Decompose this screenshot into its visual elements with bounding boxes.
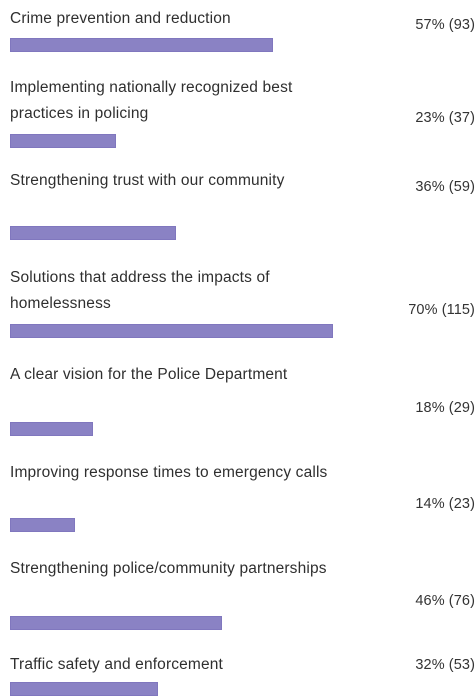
item-bar xyxy=(10,518,75,532)
item-bar xyxy=(10,422,93,436)
item-bar xyxy=(10,324,333,338)
item-value: 23% (37) xyxy=(415,110,475,126)
item-label: Strengthening police/community partnersh… xyxy=(10,560,327,577)
item-value: 36% (59) xyxy=(415,179,475,195)
item-bar xyxy=(10,682,158,696)
item-label: Crime prevention and reduction xyxy=(10,10,231,27)
item-label: Implementing nationally recognized best … xyxy=(10,79,293,122)
item-label: Traffic safety and enforcement xyxy=(10,656,223,673)
item-label: Improving response times to emergency ca… xyxy=(10,464,328,481)
item-bar xyxy=(10,226,176,240)
item-bar xyxy=(10,38,273,52)
item-value: 32% (53) xyxy=(415,657,475,673)
item-value: 18% (29) xyxy=(415,400,475,416)
item-bar xyxy=(10,134,116,148)
item-label: Strengthening trust with our community xyxy=(10,172,285,189)
item-label: Solutions that address the impacts of ho… xyxy=(10,269,270,312)
item-value: 14% (23) xyxy=(415,496,475,512)
item-value: 57% (93) xyxy=(415,17,475,33)
item-value: 46% (76) xyxy=(415,593,475,609)
item-value: 70% (115) xyxy=(408,302,475,318)
item-label: A clear vision for the Police Department xyxy=(10,366,288,383)
item-bar xyxy=(10,616,222,630)
